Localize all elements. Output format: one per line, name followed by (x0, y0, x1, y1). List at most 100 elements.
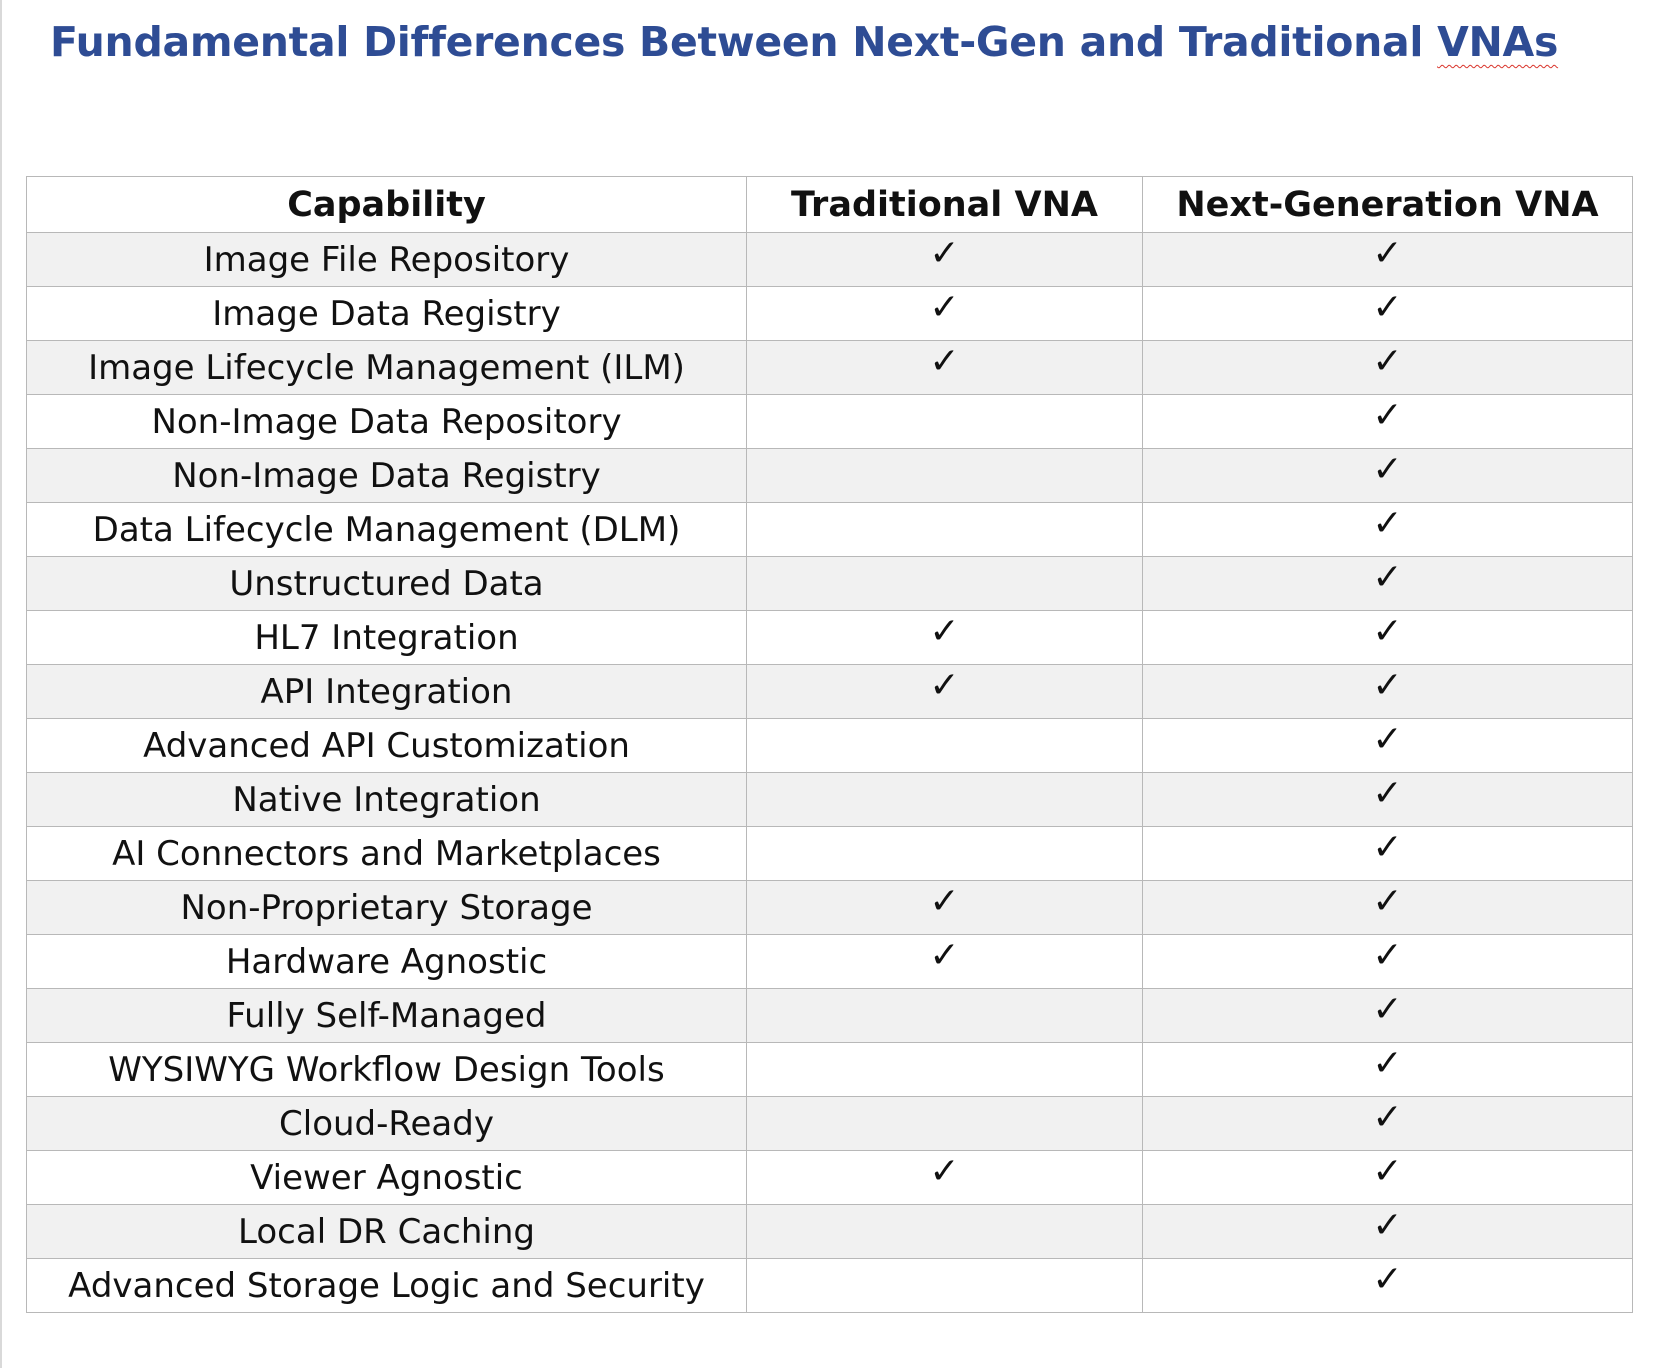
column-header-next-gen: Next-Generation VNA (1142, 176, 1633, 233)
capability-cell: Fully Self-Managed (26, 988, 747, 1043)
traditional-check-cell (746, 988, 1143, 1043)
capability-cell: Data Lifecycle Management (DLM) (26, 502, 747, 557)
checkmark-icon: ✓ (929, 880, 960, 922)
traditional-check-cell: ✓ (746, 1150, 1143, 1205)
page-edge-divider (0, 0, 2, 1368)
checkmark-icon: ✓ (929, 1150, 960, 1192)
table-row: API Integration ✓ ✓ (26, 664, 1633, 719)
table-row: Non-Image Data Registry ✓ (26, 448, 1633, 503)
next-gen-check-cell: ✓ (1142, 934, 1633, 989)
traditional-check-cell (746, 448, 1143, 503)
table-row: HL7 Integration ✓ ✓ (26, 610, 1633, 665)
checkmark-icon: ✓ (929, 610, 960, 652)
table-row: Non-Proprietary Storage ✓ ✓ (26, 880, 1633, 935)
checkmark-icon: ✓ (1372, 988, 1403, 1030)
table-row: Unstructured Data ✓ (26, 556, 1633, 611)
checkmark-icon: ✓ (1372, 1204, 1403, 1246)
capability-cell: Image Lifecycle Management (ILM) (26, 340, 747, 395)
traditional-check-cell (746, 718, 1143, 773)
table-body: Image File Repository ✓ ✓ Image Data Regist… (26, 232, 1633, 1313)
checkmark-icon: ✓ (1372, 1042, 1403, 1084)
capability-cell: Non-Proprietary Storage (26, 880, 747, 935)
document-title-last-word: VNAs (1437, 18, 1559, 66)
checkmark-icon: ✓ (1372, 1096, 1403, 1138)
table-row: Image File Repository ✓ ✓ (26, 232, 1633, 287)
next-gen-check-cell: ✓ (1142, 556, 1633, 611)
capability-cell: Cloud-Ready (26, 1096, 747, 1151)
traditional-check-cell: ✓ (746, 340, 1143, 395)
next-gen-check-cell: ✓ (1142, 502, 1633, 557)
table-row: Fully Self-Managed ✓ (26, 988, 1633, 1043)
checkmark-icon: ✓ (1372, 448, 1403, 490)
next-gen-check-cell: ✓ (1142, 772, 1633, 827)
table-row: Advanced Storage Logic and Security ✓ (26, 1258, 1633, 1313)
next-gen-check-cell: ✓ (1142, 880, 1633, 935)
next-gen-check-cell: ✓ (1142, 664, 1633, 719)
checkmark-icon: ✓ (1372, 1258, 1403, 1300)
traditional-check-cell: ✓ (746, 610, 1143, 665)
checkmark-icon: ✓ (1372, 502, 1403, 544)
table-row: Data Lifecycle Management (DLM) ✓ (26, 502, 1633, 557)
checkmark-icon: ✓ (1372, 1150, 1403, 1192)
capability-cell: HL7 Integration (26, 610, 747, 665)
comparison-table: Capability Traditional VNA Next-Generati… (26, 176, 1633, 1313)
checkmark-icon: ✓ (1372, 772, 1403, 814)
capability-cell: WYSIWYG Workflow Design Tools (26, 1042, 747, 1097)
capability-cell: Image Data Registry (26, 286, 747, 341)
traditional-check-cell: ✓ (746, 880, 1143, 935)
next-gen-check-cell: ✓ (1142, 1042, 1633, 1097)
checkmark-icon: ✓ (1372, 394, 1403, 436)
checkmark-icon: ✓ (1372, 880, 1403, 922)
table-row: AI Connectors and Marketplaces ✓ (26, 826, 1633, 881)
capability-cell: Native Integration (26, 772, 747, 827)
checkmark-icon: ✓ (1372, 664, 1403, 706)
traditional-check-cell: ✓ (746, 664, 1143, 719)
next-gen-check-cell: ✓ (1142, 1204, 1633, 1259)
next-gen-check-cell: ✓ (1142, 448, 1633, 503)
capability-cell: Non-Image Data Registry (26, 448, 747, 503)
traditional-check-cell (746, 1204, 1143, 1259)
checkmark-icon: ✓ (1372, 556, 1403, 598)
checkmark-icon: ✓ (929, 664, 960, 706)
checkmark-icon: ✓ (929, 232, 960, 274)
capability-cell: Image File Repository (26, 232, 747, 287)
capability-cell: Non-Image Data Repository (26, 394, 747, 449)
traditional-check-cell (746, 556, 1143, 611)
traditional-check-cell (746, 1042, 1143, 1097)
checkmark-icon: ✓ (1372, 340, 1403, 382)
next-gen-check-cell: ✓ (1142, 1096, 1633, 1151)
checkmark-icon: ✓ (929, 934, 960, 976)
checkmark-icon: ✓ (929, 340, 960, 382)
table-row: Native Integration ✓ (26, 772, 1633, 827)
traditional-check-cell: ✓ (746, 286, 1143, 341)
column-header-traditional: Traditional VNA (746, 176, 1143, 233)
next-gen-check-cell: ✓ (1142, 286, 1633, 341)
checkmark-icon: ✓ (1372, 826, 1403, 868)
checkmark-icon: ✓ (929, 286, 960, 328)
table-row: Image Lifecycle Management (ILM) ✓ ✓ (26, 340, 1633, 395)
table-row: Advanced API Customization ✓ (26, 718, 1633, 773)
table-header-row: Capability Traditional VNA Next-Generati… (26, 176, 1633, 233)
next-gen-check-cell: ✓ (1142, 988, 1633, 1043)
document-title: Fundamental Differences Between Next-Gen… (50, 18, 1558, 66)
next-gen-check-cell: ✓ (1142, 1258, 1633, 1313)
capability-cell: Hardware Agnostic (26, 934, 747, 989)
table-row: WYSIWYG Workflow Design Tools ✓ (26, 1042, 1633, 1097)
checkmark-icon: ✓ (1372, 718, 1403, 760)
table-row: Viewer Agnostic ✓ ✓ (26, 1150, 1633, 1205)
capability-cell: Advanced API Customization (26, 718, 747, 773)
checkmark-icon: ✓ (1372, 934, 1403, 976)
traditional-check-cell (746, 772, 1143, 827)
next-gen-check-cell: ✓ (1142, 394, 1633, 449)
checkmark-icon: ✓ (1372, 232, 1403, 274)
table-row: Cloud-Ready ✓ (26, 1096, 1633, 1151)
checkmark-icon: ✓ (1372, 286, 1403, 328)
next-gen-check-cell: ✓ (1142, 1150, 1633, 1205)
capability-cell: Viewer Agnostic (26, 1150, 747, 1205)
table-row: Non-Image Data Repository ✓ (26, 394, 1633, 449)
next-gen-check-cell: ✓ (1142, 718, 1633, 773)
table-row: Local DR Caching ✓ (26, 1204, 1633, 1259)
capability-cell: Local DR Caching (26, 1204, 747, 1259)
traditional-check-cell (746, 502, 1143, 557)
checkmark-icon: ✓ (1372, 610, 1403, 652)
